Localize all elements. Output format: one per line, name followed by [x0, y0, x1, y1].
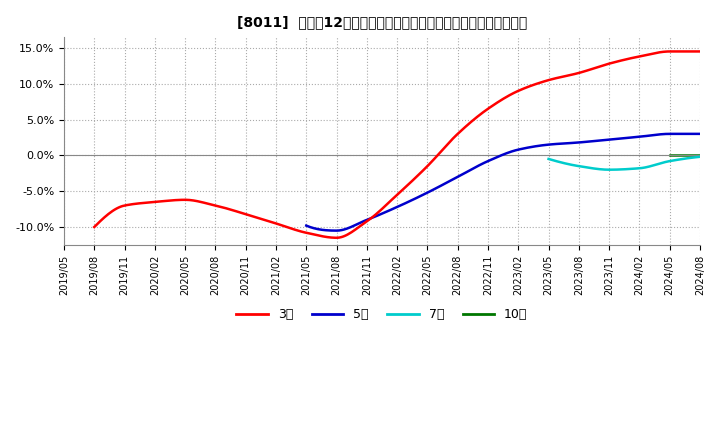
Legend: 3年, 5年, 7年, 10年: 3年, 5年, 7年, 10年	[232, 303, 533, 326]
Title: [8011]  売上高12か月移動合計の対前年同期増減率の平均値の推移: [8011] 売上高12か月移動合計の対前年同期増減率の平均値の推移	[237, 15, 527, 29]
